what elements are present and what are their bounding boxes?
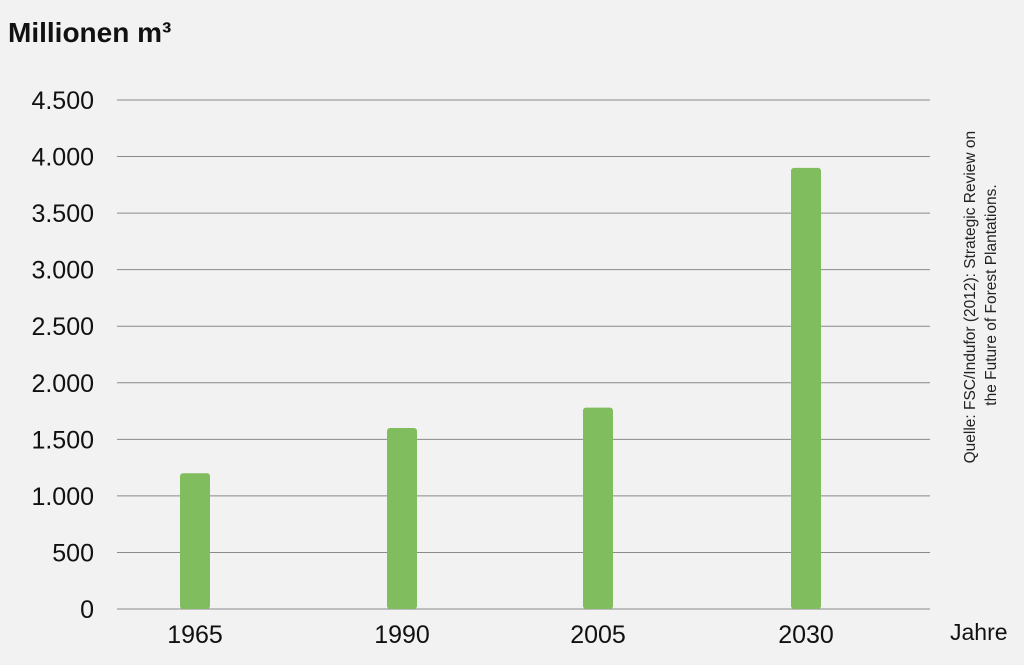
y-tick-label: 1.000 (31, 483, 94, 511)
x-tick-label: 1965 (167, 621, 223, 649)
y-tick-label: 3.500 (31, 200, 94, 228)
bar-1965 (180, 473, 210, 609)
y-tick-label: 3.000 (31, 257, 94, 285)
y-tick-label: 500 (52, 539, 94, 567)
y-tick-label: 4.000 (31, 144, 94, 172)
source-line-1: Quelle: FSC/Indufor (2012): Strategic Re… (962, 131, 979, 464)
bar-2005 (583, 407, 613, 609)
y-tick-label: 2.000 (31, 370, 94, 398)
gridlines (117, 99, 930, 610)
x-tick-label: 2030 (778, 621, 834, 649)
x-tick-label: 1990 (374, 621, 430, 649)
y-axis-label: Millionen m³ (8, 17, 171, 48)
y-tick-label: 1.500 (31, 426, 94, 454)
source-line-2: the Future of Forest Plantations. (983, 184, 1000, 405)
y-tick-label: 0 (80, 596, 94, 624)
y-tick-labels: 0 500 1.000 1.500 2.000 2.500 3.000 3.500 4.000 4… (31, 87, 94, 624)
bar-2030 (791, 167, 821, 609)
x-tick-labels: 1965 1990 2005 2030 (167, 621, 834, 649)
y-tick-label: 4.500 (31, 87, 94, 115)
x-tick-label: 2005 (570, 621, 626, 649)
bar-1990 (387, 428, 417, 609)
y-tick-label: 2.500 (31, 313, 94, 341)
bars (180, 167, 821, 609)
source-note: Quelle: FSC/Indufor (2012): Strategic Re… (962, 127, 1000, 464)
x-axis-label: Jahre (950, 619, 1008, 645)
